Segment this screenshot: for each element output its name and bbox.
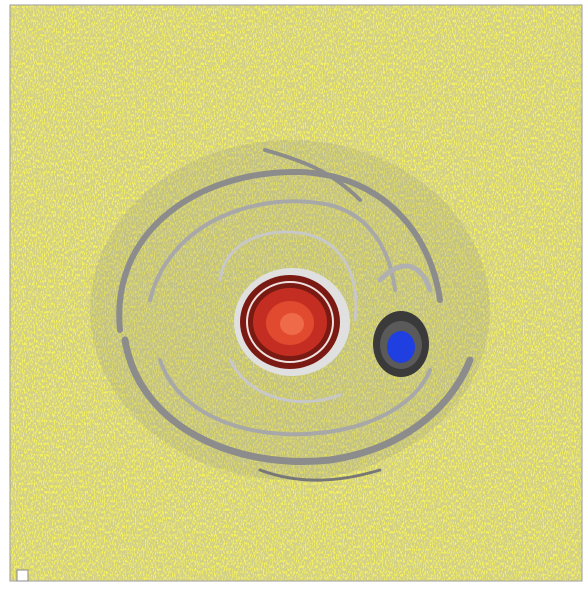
vortex-core — [387, 331, 415, 363]
filament — [377, 263, 433, 293]
filaments — [116, 148, 474, 482]
field — [10, 5, 582, 581]
filament — [148, 199, 397, 302]
vortex-center — [280, 313, 304, 335]
filament — [158, 358, 432, 437]
vortex-ring — [246, 281, 334, 363]
filament — [218, 230, 358, 322]
filament — [263, 148, 362, 202]
filament — [121, 336, 474, 465]
filament — [116, 168, 443, 333]
red-vortex — [234, 268, 350, 376]
filament — [258, 468, 382, 482]
filament — [228, 358, 342, 403]
corner-marker — [16, 569, 29, 582]
blue-vortex — [373, 311, 429, 377]
